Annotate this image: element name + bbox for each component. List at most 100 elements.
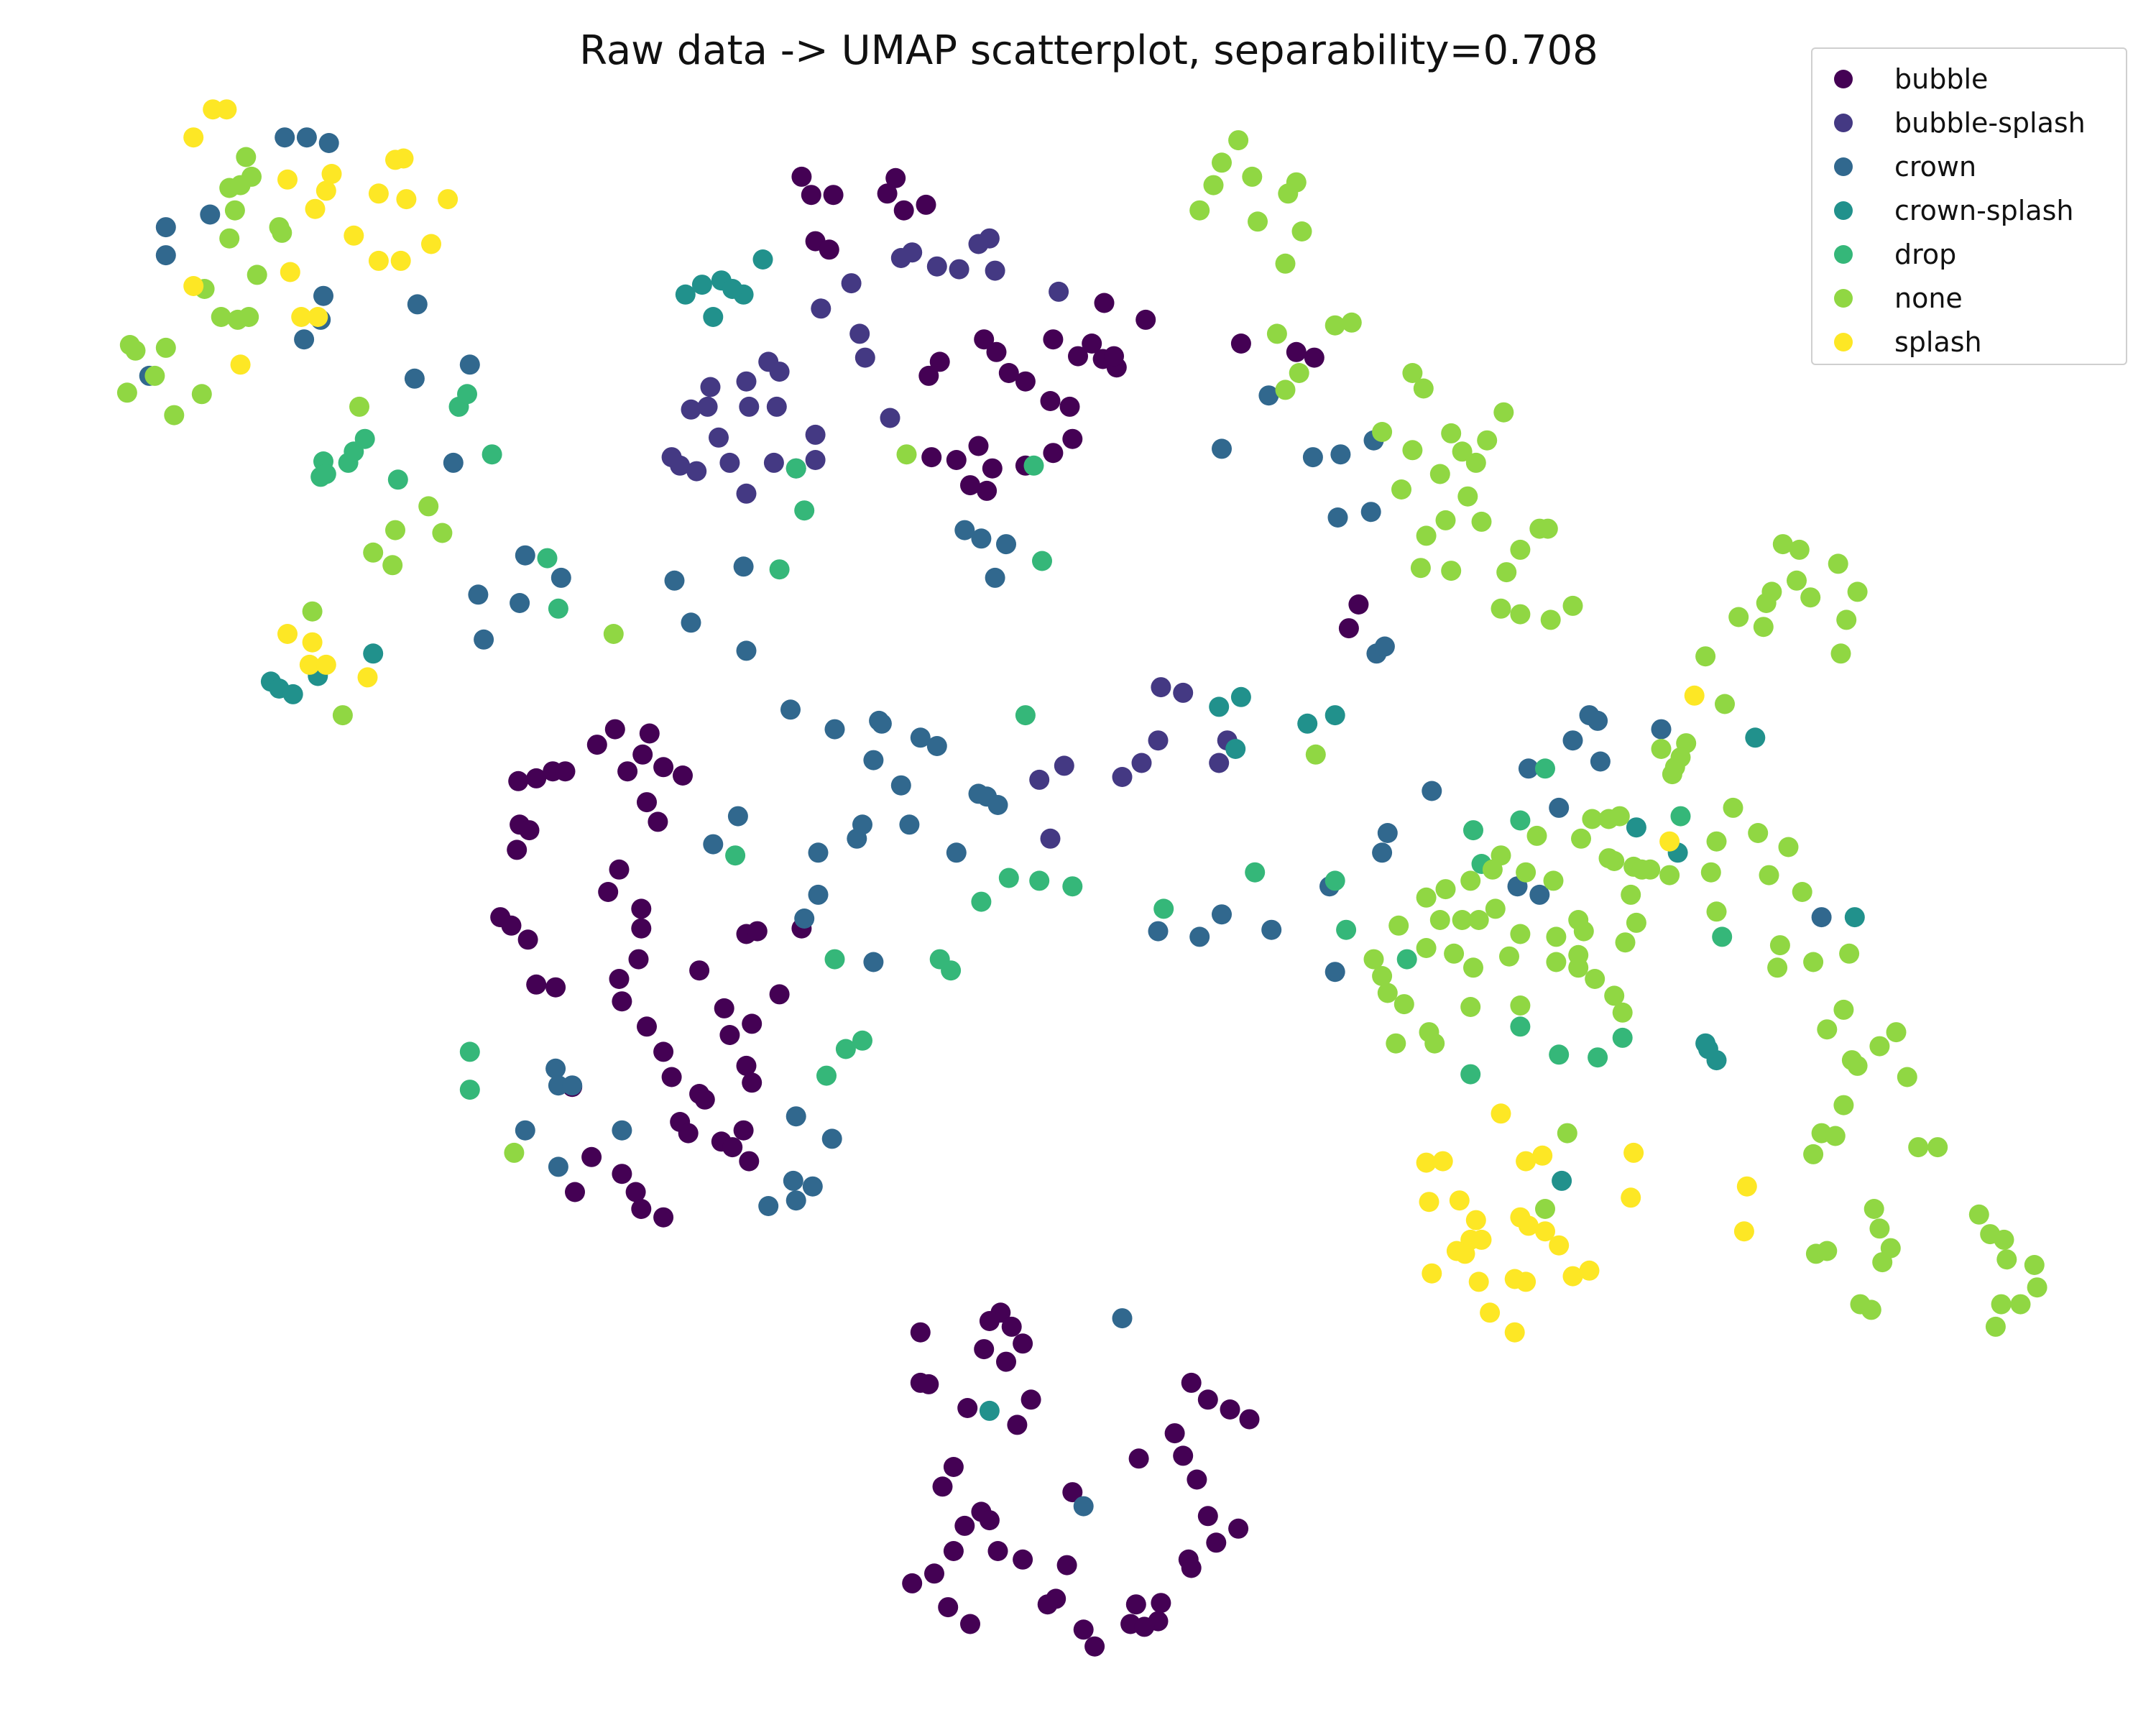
point-bubble-35	[1286, 341, 1307, 362]
point-crown-splash-12	[1209, 696, 1230, 717]
legend-label-bubble: bubble	[1894, 63, 1989, 95]
point-splash-35	[1736, 1176, 1757, 1197]
point-splash-25	[357, 667, 378, 688]
point-bubble-13	[1043, 329, 1064, 350]
point-crown-25	[664, 570, 685, 591]
point-bubble-splash-32	[1173, 682, 1194, 703]
point-splash-44	[1471, 1229, 1492, 1250]
legend-item-crown: crown	[1834, 151, 1977, 183]
legend-item-drop: drop	[1834, 239, 1956, 270]
point-bubble-71	[769, 984, 790, 1005]
legend-marker-splash	[1834, 333, 1853, 351]
point-bubble-splash-21	[709, 427, 729, 448]
point-bubble-splash-4	[926, 256, 947, 277]
point-bubble-14	[1082, 334, 1102, 354]
point-bubble-splash-1	[968, 234, 989, 254]
point-none-29	[191, 384, 212, 405]
point-bubble-47	[526, 768, 547, 788]
point-bubble-splash-29	[805, 450, 826, 470]
point-none-102	[1582, 809, 1603, 829]
point-bubble-4	[877, 183, 898, 204]
point-drop-26	[1245, 862, 1266, 883]
point-bubble-27	[968, 436, 989, 456]
point-none-132	[1568, 944, 1589, 965]
point-crown-43	[890, 775, 911, 796]
point-none-181	[1557, 1123, 1577, 1144]
point-crown-28	[736, 640, 757, 661]
point-bubble-69	[526, 974, 547, 995]
point-bubble-119	[979, 1510, 1000, 1531]
point-crown-splash-17	[1745, 727, 1766, 748]
point-bubble-79	[661, 1067, 682, 1087]
point-none-57	[1491, 598, 1511, 619]
point-drop-40	[1535, 758, 1555, 779]
point-crown-66	[1651, 719, 1672, 740]
point-none-13	[230, 175, 251, 196]
point-bubble-67	[612, 991, 632, 1012]
legend-marker-bubble-splash	[1834, 114, 1853, 132]
point-none-44	[1493, 402, 1514, 423]
point-bubble-splash-39	[1131, 753, 1152, 773]
point-splash-8	[368, 183, 389, 204]
point-bubble-0	[791, 166, 812, 187]
point-bubble-87	[739, 1151, 760, 1172]
point-none-48	[1435, 510, 1456, 530]
point-crown-87	[758, 1196, 779, 1216]
point-splash-39	[1465, 1210, 1486, 1230]
point-drop-36	[1463, 820, 1483, 841]
point-none-54	[1496, 562, 1517, 583]
point-bubble-78	[742, 1072, 763, 1093]
point-crown-72	[1148, 921, 1169, 942]
point-bubble-33	[977, 480, 998, 501]
point-bubble-32	[960, 475, 980, 496]
point-none-100	[1631, 859, 1652, 880]
point-none-77	[1756, 593, 1777, 613]
point-none-2	[1242, 166, 1263, 187]
point-none-43	[1477, 430, 1498, 451]
legend-label-none: none	[1894, 282, 1963, 314]
point-crown-75	[1261, 919, 1282, 940]
point-none-142	[1377, 983, 1398, 1003]
point-bubble-splash-17	[697, 396, 718, 417]
point-none-80	[1836, 610, 1857, 630]
point-none-151	[1833, 999, 1854, 1020]
point-none-116	[1485, 898, 1506, 919]
legend: bubble bubble-splash crown crown-splash drop…	[1811, 47, 2127, 365]
legend-label-splash: splash	[1894, 326, 1982, 358]
point-bubble-98	[910, 1322, 931, 1343]
point-none-41	[1452, 441, 1473, 462]
point-none-34	[1289, 363, 1309, 383]
point-drop-25	[941, 960, 962, 981]
point-crown-13	[443, 452, 464, 473]
point-drop-19	[998, 868, 1019, 888]
point-bubble-86	[722, 1137, 743, 1158]
point-none-133	[1615, 932, 1636, 953]
point-bubble-splash-5	[949, 259, 969, 280]
point-crown-splash-5	[722, 279, 743, 299]
point-none-122	[1573, 921, 1594, 942]
point-crown-64	[1588, 710, 1608, 731]
point-bubble-48	[508, 770, 529, 791]
point-none-83	[1715, 694, 1735, 714]
point-crown-splash-23	[1695, 1033, 1716, 1054]
point-none-176	[1991, 1294, 2012, 1315]
point-bubble-52	[507, 840, 528, 860]
point-none-124	[1510, 924, 1531, 944]
point-bubble-81	[694, 1089, 715, 1110]
legend-label-crown: crown	[1894, 151, 1977, 183]
point-splash-7	[315, 180, 336, 201]
point-none-14	[224, 200, 245, 221]
point-bubble-64	[517, 929, 538, 950]
point-bubble-122	[1228, 1518, 1249, 1539]
point-none-6	[1189, 200, 1210, 221]
point-none-160	[1825, 1126, 1846, 1146]
point-crown-88	[1112, 1308, 1133, 1329]
point-crown-19	[1360, 502, 1381, 523]
point-crown-77	[548, 1075, 568, 1096]
point-none-68	[302, 601, 323, 622]
point-none-114	[1452, 910, 1473, 930]
point-none-170	[1968, 1204, 1989, 1225]
point-drop-20	[1029, 870, 1050, 891]
point-bubble-splash-11	[854, 347, 875, 368]
point-bubble-90	[612, 1164, 632, 1184]
